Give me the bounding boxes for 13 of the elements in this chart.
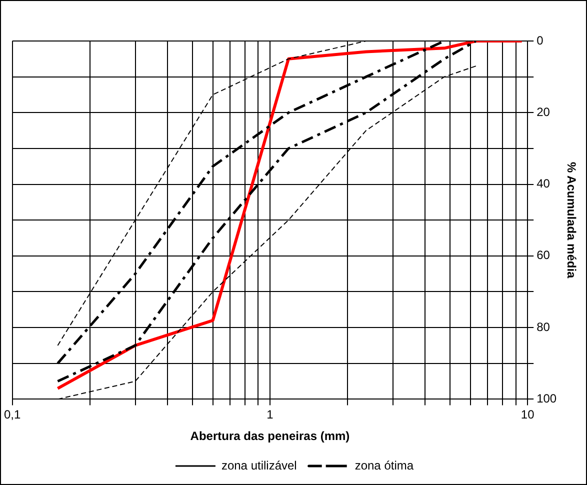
legend-label: zona utilizável [221,458,297,472]
y-tick-label: 0 [536,33,544,48]
x-tick-label: 10 [520,408,535,422]
x-tick-label: 1 [266,408,274,422]
y-tick-label: 40 [536,176,550,191]
legend-label: zona ótima [354,458,414,472]
y-tick-label: 60 [536,248,550,262]
x-tick-label: 0,1 [4,408,22,422]
y-axis-title: % Acumulada média [564,162,578,279]
y-tick-label: 80 [536,320,550,334]
y-tick-label: 100 [536,392,557,406]
y-tick-label: 20 [536,104,550,119]
x-axis-title: Abertura das peneiras (mm) [190,429,350,444]
